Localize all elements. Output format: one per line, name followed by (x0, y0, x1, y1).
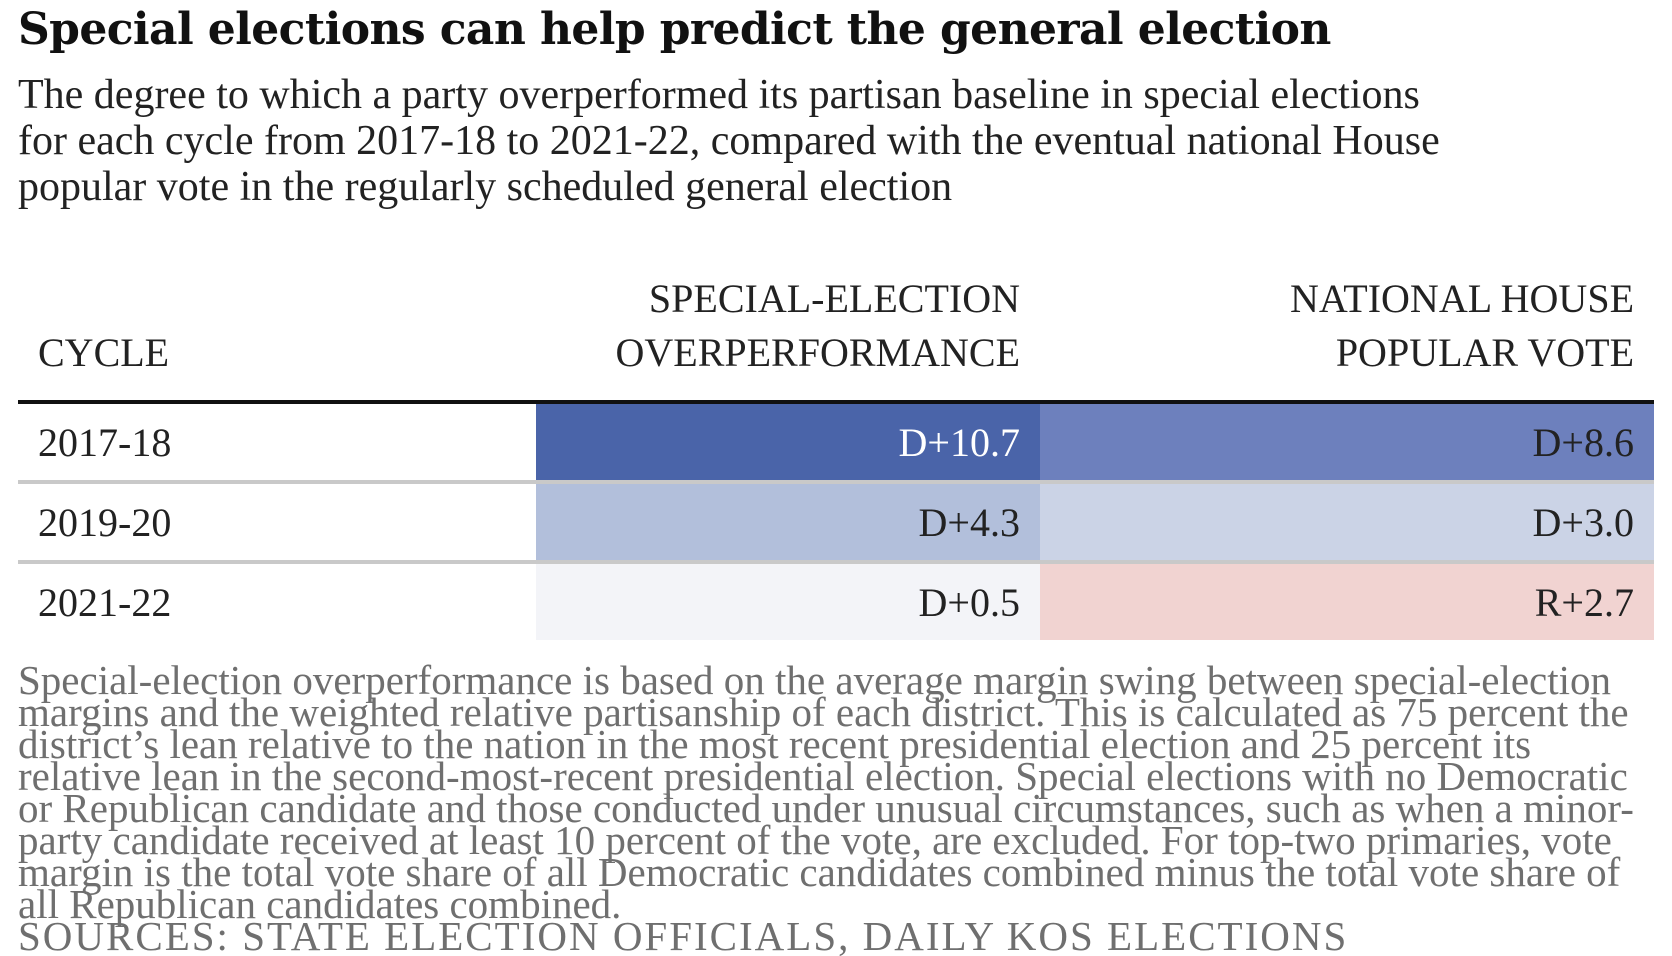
column-header-line: POPULAR VOTE (1335, 330, 1634, 375)
column-header-line: SPECIAL-ELECTION (648, 276, 1020, 321)
chart-subtitle: The degree to which a party overperforme… (18, 72, 1654, 210)
column-header-line: CYCLE (38, 330, 170, 375)
special-election-cell: D+0.5 (536, 562, 1040, 640)
house-vote-cell: D+8.6 (1040, 402, 1654, 484)
cycle-cell: 2021-22 (38, 579, 172, 625)
column-header-special-election: SPECIAL-ELECTION OVERPERFORMANCE (536, 268, 1040, 404)
footnote-text: Special-election overperformance is base… (18, 664, 1634, 927)
table-row: 2019-20 D+4.3 D+3.0 (18, 482, 1654, 564)
results-table: CYCLE SPECIAL-ELECTION OVERPERFORMANCE N… (18, 268, 1654, 640)
column-header-house-vote: NATIONAL HOUSE POPULAR VOTE (1040, 268, 1654, 404)
cycle-cell: 2017-18 (18, 402, 536, 484)
special-election-cell: D+4.3 (536, 482, 1040, 564)
house-vote-cell: R+2.7 (1040, 562, 1654, 640)
chart-title: Special elections can help predict the g… (18, 4, 1331, 55)
table-header-row: CYCLE SPECIAL-ELECTION OVERPERFORMANCE N… (18, 268, 1654, 404)
special-election-cell: D+10.7 (536, 402, 1040, 484)
house-vote-cell: D+3.0 (1040, 482, 1654, 564)
column-header-line: OVERPERFORMANCE (615, 330, 1020, 375)
cycle-cell: 2019-20 (18, 482, 536, 564)
table-row: 2021-22 D+0.5 R+2.7 (18, 562, 1654, 640)
subtitle-line: The degree to which a party overperforme… (18, 72, 1420, 118)
footnote-sources: SOURCES: STATE ELECTION OFFICIALS, DAILY… (18, 913, 1349, 956)
subtitle-line: for each cycle from 2017-18 to 2021-22, … (18, 118, 1440, 164)
table-row: 2017-18 D+10.7 D+8.6 (18, 402, 1654, 484)
footnote: Special-election overperformance is base… (18, 664, 1654, 956)
column-header-line: NATIONAL HOUSE (1289, 276, 1634, 321)
subtitle-line: popular vote in the regularly scheduled … (18, 164, 953, 210)
column-header-cycle: CYCLE (18, 268, 536, 404)
